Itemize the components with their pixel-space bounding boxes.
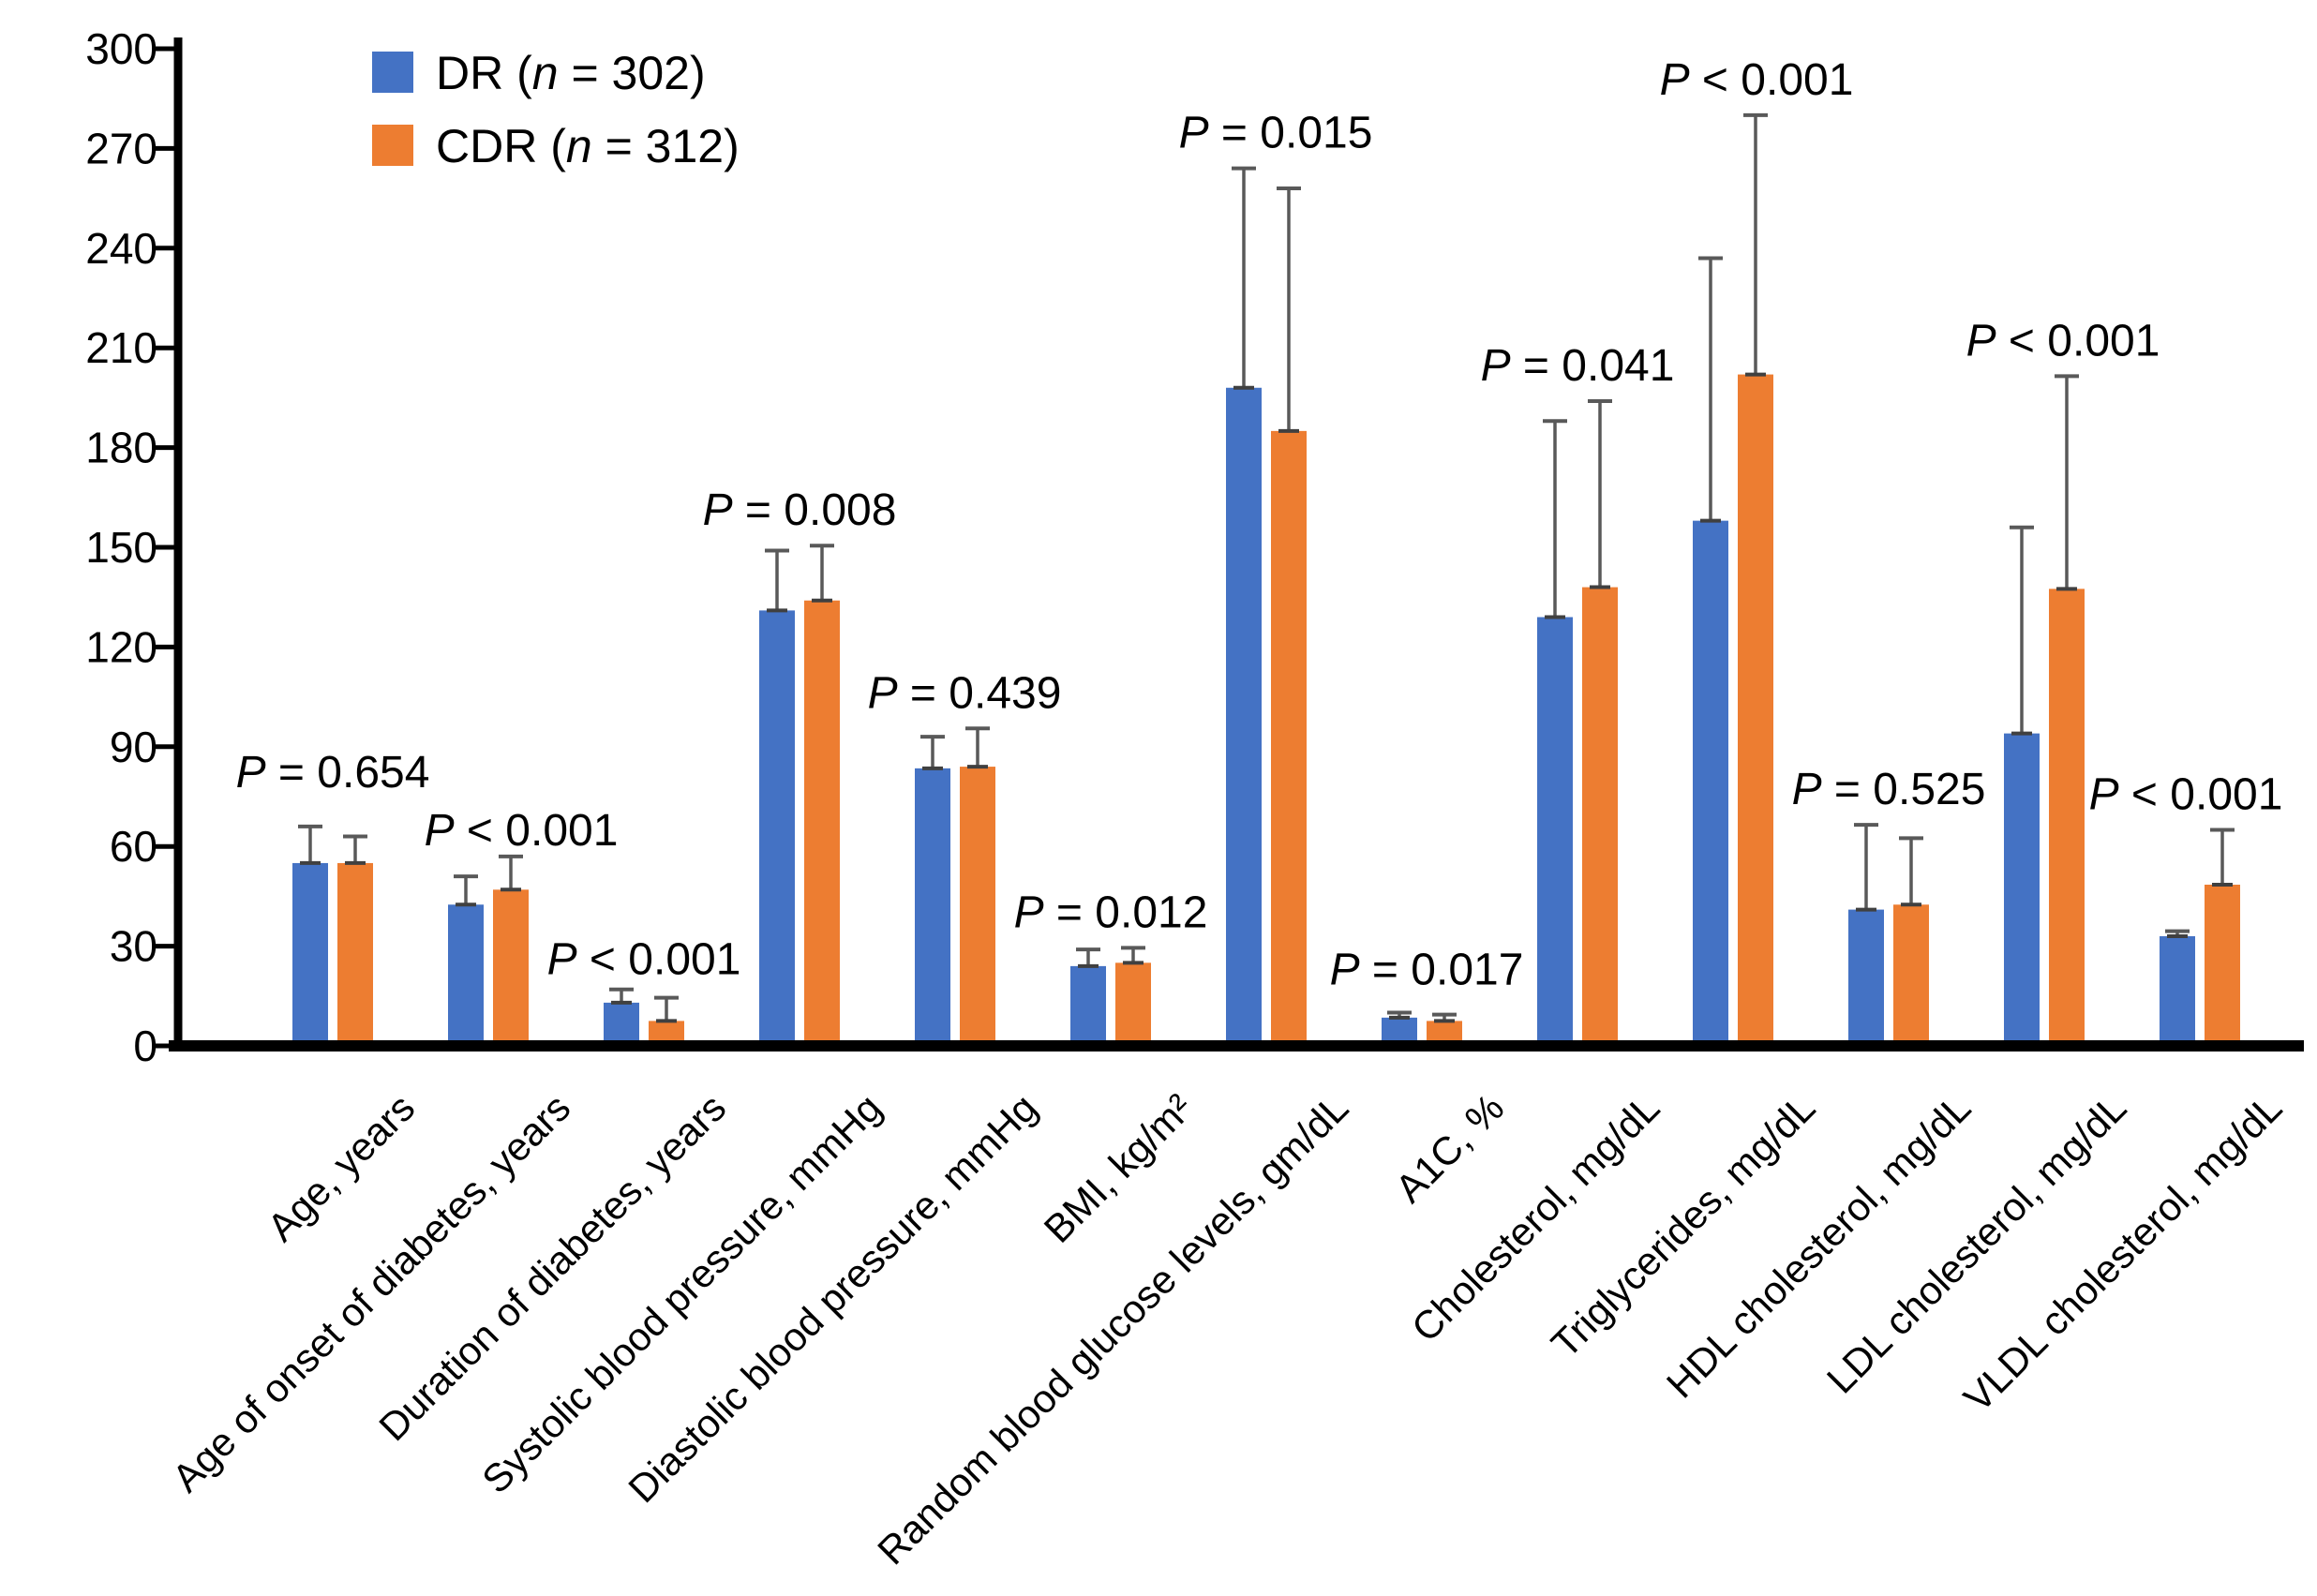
p-value-label-2: P < 0.001	[547, 935, 741, 985]
bar-cdr-5	[1115, 962, 1151, 1046]
p-value-label-3: P = 0.008	[703, 485, 897, 535]
y-tick-label: 150	[85, 523, 157, 572]
bar-dr-2	[604, 1002, 639, 1046]
p-value-label-7: P = 0.017	[1330, 946, 1524, 995]
p-value-label-8: P = 0.041	[1481, 341, 1675, 391]
bar-cdr-0	[337, 862, 373, 1046]
p-value-label-0: P = 0.654	[236, 748, 430, 798]
category-label-0: Age, years	[259, 1085, 423, 1249]
bar-dr-11	[2004, 733, 2040, 1046]
bar-dr-12	[2160, 935, 2195, 1046]
bar-cdr-10	[1893, 904, 1929, 1046]
bar-cdr-11	[2049, 589, 2085, 1046]
p-value-label-9: P < 0.001	[1660, 55, 1854, 105]
legend-swatch-dr	[372, 52, 413, 93]
p-value-label-1: P < 0.001	[425, 806, 619, 856]
y-tick-label: 30	[110, 922, 157, 971]
bar-dr-1	[448, 904, 484, 1046]
legend-swatch-cdr	[372, 125, 413, 166]
bar-dr-8	[1537, 617, 1573, 1046]
bar-dr-10	[1848, 909, 1884, 1046]
legend-label-cdr: CDR (n = 312)	[436, 120, 740, 172]
y-tick-label: 300	[85, 24, 157, 73]
p-value-label-12: P < 0.001	[2089, 769, 2283, 819]
y-tick-label: 240	[85, 224, 157, 273]
bar-dr-6	[1226, 387, 1262, 1046]
category-label-9: Triglycerides, mg/dL	[1543, 1085, 1824, 1366]
category-label-5: BMI, kg/m²	[1036, 1085, 1202, 1251]
bar-dr-3	[759, 610, 795, 1046]
bar-cdr-6	[1271, 430, 1307, 1046]
y-tick-label: 90	[110, 723, 157, 771]
bar-cdr-1	[493, 889, 529, 1046]
bar-dr-0	[292, 862, 328, 1046]
p-value-label-4: P = 0.439	[868, 668, 1062, 718]
bar-cdr-12	[2205, 884, 2240, 1046]
category-label-10: HDL cholesterol, mg/dL	[1658, 1085, 1979, 1406]
y-tick-label: 120	[85, 622, 157, 671]
bar-dr-9	[1693, 520, 1728, 1046]
bar-dr-5	[1070, 965, 1106, 1046]
y-tick-label: 0	[133, 1022, 157, 1070]
y-tick-label: 270	[85, 124, 157, 172]
legend-label-dr: DR (n = 302)	[436, 47, 706, 99]
bar-cdr-8	[1582, 587, 1618, 1046]
p-value-label-5: P = 0.012	[1014, 887, 1208, 937]
bar-cdr-9	[1738, 374, 1773, 1046]
p-value-label-10: P = 0.525	[1792, 765, 1986, 814]
y-tick-label: 180	[85, 424, 157, 472]
bar-dr-4	[915, 768, 950, 1046]
category-label-12: VLDL cholesterol, mg/dL	[1955, 1085, 2290, 1420]
category-label-7: A1C, %	[1386, 1085, 1512, 1211]
y-tick-label: 210	[85, 323, 157, 372]
p-value-label-11: P < 0.001	[1966, 316, 2160, 365]
bar-cdr-3	[804, 600, 840, 1046]
p-value-label-6: P = 0.015	[1179, 109, 1373, 158]
category-label-11: LDL cholesterol, mg/dL	[1818, 1085, 2135, 1402]
y-tick-label: 60	[110, 822, 157, 871]
bar-cdr-4	[960, 767, 995, 1046]
